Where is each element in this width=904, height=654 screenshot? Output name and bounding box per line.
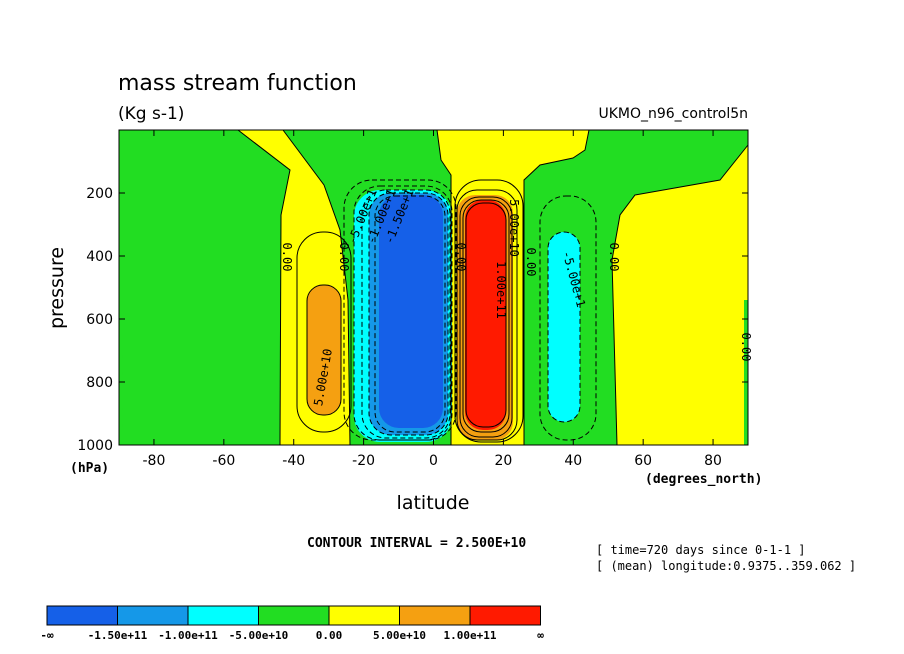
x-axis-label: latitude	[397, 492, 470, 514]
x-tick-label: -60	[212, 453, 235, 469]
region-green-north-edge	[744, 300, 748, 445]
region-cyan-north	[548, 232, 580, 422]
contour-lines	[237, 129, 749, 446]
x-tick-label: -40	[282, 453, 305, 469]
contour-line	[459, 196, 513, 438]
contour-line	[237, 129, 291, 446]
contour-line	[306, 284, 342, 416]
x-tick-label: 0	[429, 453, 438, 469]
contour-line	[436, 129, 452, 445]
x-tick-label: 60	[634, 453, 652, 469]
contour-label: 0.00	[454, 243, 468, 272]
colorbar-label: -1.00e+11	[158, 629, 218, 642]
region-red	[465, 200, 506, 430]
y-axis-unit: (hPa)	[70, 461, 109, 476]
x-tick-label: 20	[494, 453, 512, 469]
contour-label: 1.00e+11	[494, 261, 508, 319]
colorbar-label: -∞	[40, 629, 54, 642]
contour-label: 0.00	[280, 243, 294, 272]
dataset-label: UKMO_n96_control5n	[598, 106, 748, 122]
colorbar: -∞ -1.50e+11 -1.00e+11 -5.00e+10 0.00 5.00e+1…	[40, 605, 544, 642]
contour-label: 0.00	[337, 243, 351, 272]
contour-line	[368, 192, 449, 436]
contour-label: 0.00	[607, 243, 621, 272]
contour-line	[296, 231, 352, 433]
contour-interval: CONTOUR INTERVAL = 2.500E+10	[307, 536, 526, 551]
y-tick-label: 1000	[77, 438, 113, 454]
contour-line	[456, 189, 518, 441]
contour-line	[611, 144, 749, 446]
longitude-info: [ (mean) longitude:0.9375..359.062 ]	[596, 559, 856, 573]
x-tick-label: -20	[352, 453, 375, 469]
colorbar-swatch	[469, 605, 541, 626]
x-tick-label: 40	[564, 453, 582, 469]
x-axis-unit: (degrees_north)	[645, 472, 762, 487]
region-orange-south	[307, 285, 341, 415]
contour-line	[282, 129, 351, 446]
colorbar-swatch	[117, 605, 189, 626]
colorbar-swatch	[258, 605, 330, 626]
contour-line	[454, 179, 524, 443]
contour-line	[523, 129, 590, 445]
contour-line	[539, 195, 597, 441]
contour-line	[353, 185, 453, 441]
y-tick-label: 400	[86, 249, 113, 265]
contour-line	[361, 189, 451, 439]
contour-line	[462, 199, 510, 433]
chart-units: (Kg s-1)	[118, 104, 184, 124]
colorbar-swatch	[46, 605, 118, 626]
colorbar-label: 5.00e+10	[373, 629, 426, 642]
region-green-south-polar	[119, 130, 290, 445]
x-tick-label: 80	[704, 453, 722, 469]
y-tick-label: 200	[86, 186, 113, 202]
colorbar-label: -1.50e+11	[88, 629, 148, 642]
region-green-south-edge	[119, 340, 123, 445]
colorbar-label: 0.00	[316, 629, 343, 642]
colorbar-swatch	[328, 605, 400, 626]
contour-label: 0.00	[524, 248, 538, 277]
plot-area	[119, 130, 748, 445]
time-info: [ time=720 days since 0-1-1 ]	[596, 543, 806, 557]
region-darkblue	[379, 195, 443, 428]
colorbar-label: -5.00e+10	[229, 629, 289, 642]
colorbar-label: 1.00e+11	[444, 629, 497, 642]
contour-line	[547, 231, 581, 423]
y-axis-label: pressure	[46, 247, 68, 329]
y-axis: 200 400 600 800 1000	[77, 186, 748, 454]
contour-label: 5.00e+10	[507, 199, 521, 257]
contour-line	[343, 179, 457, 441]
colorbar-label: ∞	[537, 629, 544, 642]
y-tick-label: 600	[86, 312, 113, 328]
chart-title: mass stream function	[118, 71, 357, 96]
x-tick-label: -80	[143, 453, 166, 469]
contour-label: 0.00	[739, 333, 753, 362]
colorbar-swatch	[399, 605, 471, 626]
y-tick-label: 800	[86, 375, 113, 391]
contour-line	[465, 202, 507, 428]
colorbar-swatch	[187, 605, 259, 626]
x-axis: -80 -60 -40 -20 0 20 40 60 80	[143, 130, 722, 469]
